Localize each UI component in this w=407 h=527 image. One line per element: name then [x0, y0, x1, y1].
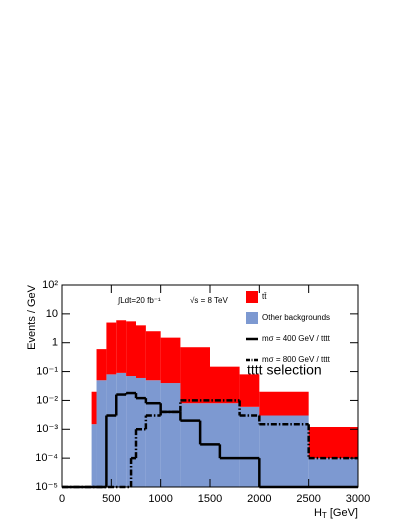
- histogram-bar: [160, 383, 181, 487]
- histogram-bar: [259, 391, 309, 416]
- legend-label: mσ = 400 GeV / tttt: [262, 334, 331, 343]
- histogram-bar: [126, 376, 136, 487]
- legend-label: tt̄: [262, 292, 267, 301]
- histogram-bar: [136, 325, 146, 378]
- y-tick-label: 10²: [42, 279, 58, 291]
- legend: tt̄ Other backgrounds mσ = 400 GeV / tttt m…: [246, 291, 331, 364]
- y-tick-label: 10⁻⁵: [35, 481, 58, 493]
- y-axis-label: Events / GeV: [26, 284, 38, 349]
- histogram-bar: [106, 374, 117, 487]
- histogram-bar: [239, 374, 260, 407]
- y-tick-label: 10⁻¹: [36, 365, 58, 377]
- histogram-bar: [145, 380, 161, 487]
- y-tick-label: 1: [52, 337, 58, 349]
- histogram-bar: [160, 337, 181, 384]
- histogram-bar: [308, 427, 358, 459]
- selection-annotation: tttt selection: [247, 362, 322, 378]
- x-tick-label: 500: [102, 493, 120, 505]
- y-tick-label: 10⁻⁴: [35, 452, 58, 464]
- energy-annotation: √s = 8 TeV: [190, 296, 228, 305]
- legend-swatch: [246, 312, 258, 324]
- histogram-bar: [106, 322, 117, 375]
- x-label-main: H: [314, 507, 322, 519]
- histogram-bar: [116, 320, 127, 373]
- x-tick-label: 2000: [247, 493, 271, 505]
- histogram-bar: [91, 424, 97, 487]
- histogram-bar: [136, 377, 146, 487]
- histogram-bar: [96, 349, 107, 381]
- legend-swatch: [246, 291, 258, 303]
- x-tick-label: 2500: [296, 493, 320, 505]
- histogram-bar: [180, 347, 210, 404]
- histogram-bar: [145, 331, 161, 381]
- y-tick-label: 10⁻²: [36, 394, 58, 406]
- y-tick-label: 10⁻³: [36, 423, 58, 435]
- x-tick-label: 1000: [148, 493, 172, 505]
- lumi-annotation: ∫Ldt=20 fb⁻¹: [117, 296, 161, 305]
- histogram-bar: [239, 406, 260, 487]
- legend-label: Other backgrounds: [262, 313, 330, 322]
- histogram-bar: [126, 321, 136, 377]
- y-tick-label: 10: [46, 308, 58, 320]
- legend-label: mσ = 800 GeV / tttt: [262, 355, 331, 364]
- histogram-bar: [91, 391, 97, 425]
- x-tick-label: 3000: [346, 493, 370, 505]
- histogram-bar: [259, 415, 309, 487]
- histogram-bar: [116, 372, 127, 487]
- x-tick-label: 0: [59, 493, 65, 505]
- x-label-sub: T: [322, 511, 327, 520]
- histogram-bar: [308, 458, 358, 487]
- x-axis-label: HT [GeV]: [314, 507, 358, 520]
- histogram-bar: [210, 366, 240, 404]
- histogram-bar: [96, 380, 107, 487]
- x-label-unit: [GeV]: [327, 507, 358, 519]
- x-tick-label: 1500: [198, 493, 222, 505]
